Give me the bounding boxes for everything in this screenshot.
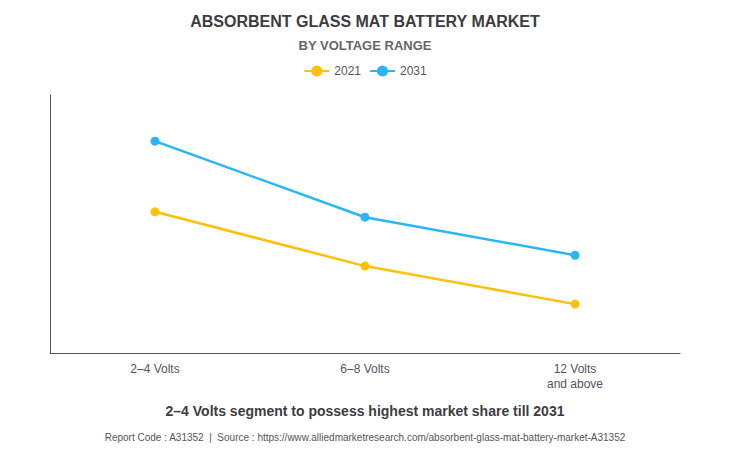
svg-text:2031: 2031	[400, 64, 427, 78]
svg-text:12 Volts: 12 Volts	[554, 362, 597, 376]
svg-text:ABSORBENT GLASS MAT BATTERY MA: ABSORBENT GLASS MAT BATTERY MARKET	[190, 13, 540, 30]
svg-text:and above: and above	[547, 377, 603, 391]
svg-text:Report Code : A31352 | Sourc: Report Code : A31352 | Source : https://…	[105, 432, 626, 443]
svg-text:2–4 Volts: 2–4 Volts	[130, 362, 179, 376]
svg-text:6–8 Volts: 6–8 Volts	[340, 362, 389, 376]
svg-text:2021: 2021	[334, 64, 361, 78]
svg-text:BY VOLTAGE RANGE: BY VOLTAGE RANGE	[299, 38, 432, 53]
svg-text:2–4 Volts segment to possess h: 2–4 Volts segment to possess highest mar…	[166, 403, 565, 419]
